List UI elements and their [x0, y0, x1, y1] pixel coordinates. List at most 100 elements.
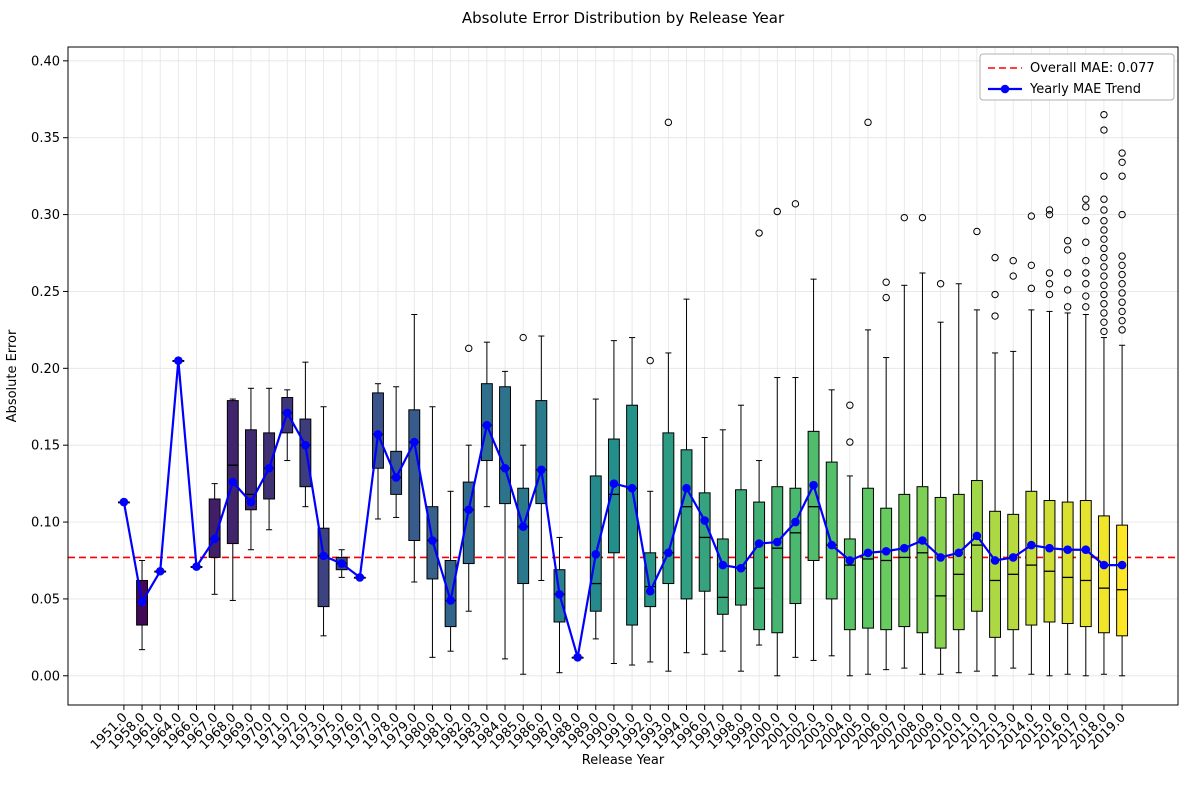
trend-marker	[119, 497, 129, 507]
trend-marker	[155, 566, 165, 576]
trend-marker	[1117, 560, 1127, 570]
outlier-point	[1100, 272, 1108, 280]
legend-box	[979, 53, 1175, 101]
outlier-point	[1100, 244, 1108, 253]
outlier-point	[1063, 237, 1072, 245]
trend-marker	[627, 483, 637, 493]
trend-marker	[863, 548, 873, 558]
trend-marker	[845, 556, 855, 565]
box	[607, 340, 620, 664]
outlier-point	[791, 200, 800, 208]
trend-marker	[682, 483, 691, 493]
y-tick-label: 0.00	[31, 669, 60, 684]
trend-marker	[809, 480, 818, 490]
trend-marker	[936, 553, 945, 562]
outlier-point	[1100, 110, 1108, 119]
trend-marker	[772, 537, 782, 547]
trend-marker	[174, 356, 183, 365]
trend-marker	[718, 560, 728, 570]
trend-marker	[355, 573, 365, 582]
y-tick-label: 0.25	[31, 285, 60, 300]
outlier-point	[1082, 195, 1090, 203]
trend-marker	[409, 437, 419, 447]
box	[1007, 256, 1020, 669]
box	[862, 118, 874, 675]
box	[735, 404, 747, 672]
trend-marker	[591, 550, 601, 559]
trend-marker	[918, 536, 927, 545]
outlier-point	[1100, 172, 1108, 180]
outlier-point	[1082, 256, 1090, 265]
outlier-point	[991, 253, 999, 262]
outlier-point	[1100, 290, 1108, 299]
box	[244, 387, 257, 551]
outlier-point	[1118, 270, 1126, 279]
box	[952, 283, 965, 674]
legend-trend-marker	[1000, 84, 1010, 94]
outlier-point	[1082, 303, 1090, 311]
outlier-point	[1063, 286, 1072, 294]
box	[843, 401, 856, 677]
outlier-point	[1100, 327, 1108, 336]
outlier-point	[519, 333, 527, 342]
trend-marker	[464, 505, 474, 515]
box	[589, 398, 602, 640]
trend-marker	[791, 517, 800, 527]
outlier-point	[1118, 307, 1126, 316]
outlier-point	[646, 356, 654, 365]
outlier-point	[1100, 235, 1108, 243]
outlier-point	[1045, 290, 1054, 299]
trend-marker	[972, 531, 982, 541]
outlier-point	[1100, 300, 1108, 308]
outlier-point	[1063, 269, 1072, 277]
outlier-point	[864, 118, 872, 127]
outlier-point	[1045, 210, 1054, 219]
outlier-point	[1118, 280, 1126, 288]
trend-marker	[482, 420, 492, 430]
y-axis-label: Absolute Error	[5, 329, 20, 422]
box	[916, 213, 929, 675]
trend-marker	[337, 559, 346, 568]
outlier-point	[1118, 252, 1126, 260]
outlier-point	[918, 213, 927, 222]
outlier-point	[1009, 256, 1017, 265]
box	[970, 227, 983, 672]
outlier-point	[1100, 226, 1108, 234]
x-axis-label: Release Year	[582, 753, 665, 768]
outlier-point	[882, 293, 890, 302]
outlier-point	[1027, 261, 1036, 270]
trend-marker	[282, 408, 292, 418]
legend-trend-label: Yearly MAE Trend	[1029, 82, 1141, 97]
outlier-point	[1027, 284, 1036, 293]
y-tick-label: 0.30	[31, 208, 60, 223]
box	[644, 356, 657, 663]
outlier-point	[1100, 217, 1108, 225]
outlier-point	[1118, 316, 1126, 325]
outlier-point	[1027, 212, 1036, 220]
trend-marker	[192, 562, 201, 571]
trend-marker	[518, 522, 528, 531]
legend-mae-label: Overall MAE: 0.077	[1030, 61, 1155, 76]
trend-marker	[1045, 543, 1054, 553]
outlier-point	[1045, 269, 1054, 277]
trend-marker	[645, 586, 655, 596]
trend-marker	[736, 563, 746, 573]
outlier-point	[1118, 326, 1126, 334]
outlier-point	[1082, 217, 1090, 225]
y-tick-label: 0.10	[31, 516, 60, 531]
outlier-point	[1063, 303, 1072, 311]
outlier-point	[1100, 318, 1108, 326]
trend-marker	[754, 539, 764, 548]
outlier-point	[991, 290, 999, 299]
trend-marker	[373, 430, 383, 439]
trend-marker	[228, 477, 238, 487]
outlier-point	[936, 280, 945, 288]
outlier-point	[846, 401, 854, 409]
legend: Overall MAE: 0.077 Yearly MAE Trend	[979, 53, 1175, 101]
outlier-point	[1100, 309, 1108, 317]
trend-marker	[1081, 545, 1091, 555]
outlier-point	[1063, 246, 1072, 254]
box	[934, 280, 947, 675]
